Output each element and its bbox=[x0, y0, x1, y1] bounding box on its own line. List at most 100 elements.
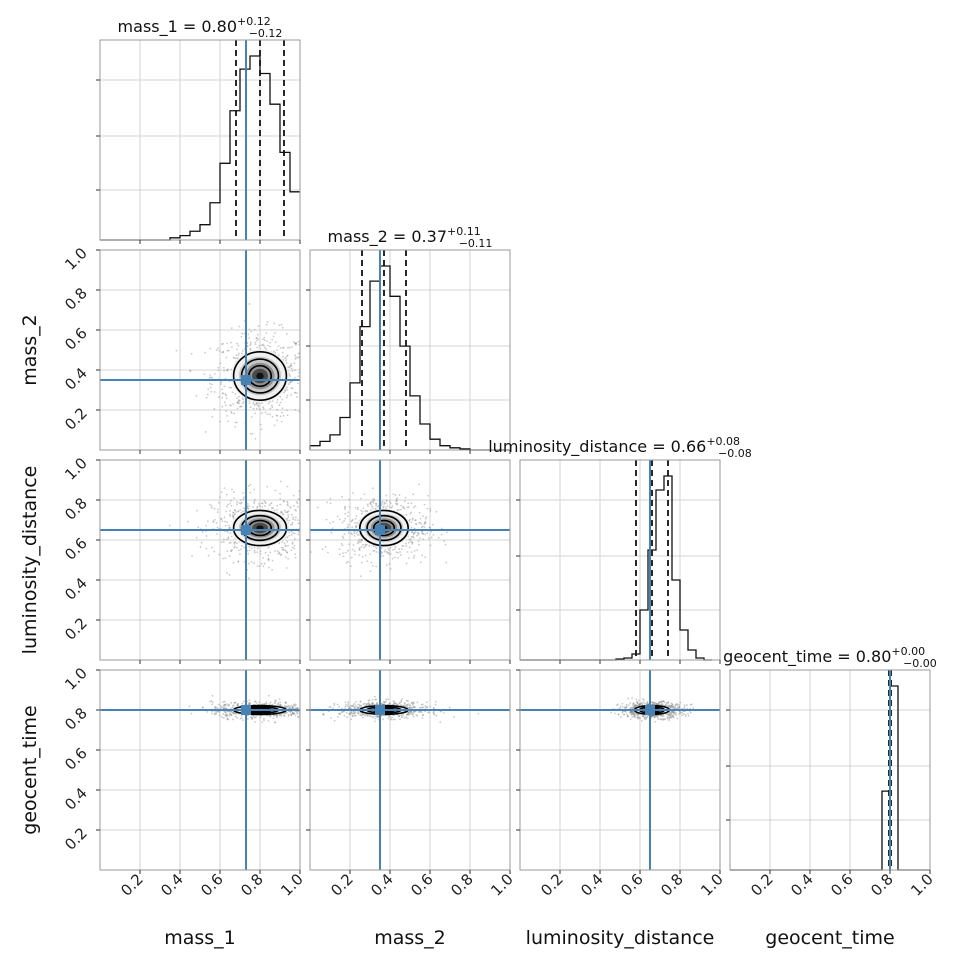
sample-point bbox=[421, 515, 424, 518]
sample-point bbox=[324, 419, 326, 421]
sample-point bbox=[341, 535, 344, 538]
sample-point bbox=[623, 706, 626, 709]
sample-point bbox=[225, 714, 228, 717]
sample-point bbox=[290, 364, 293, 367]
sample-point bbox=[391, 505, 394, 507]
sample-point bbox=[241, 332, 243, 335]
sample-point bbox=[670, 704, 673, 707]
sample-point bbox=[636, 701, 638, 704]
sample-point bbox=[241, 397, 244, 399]
sample-point bbox=[346, 716, 349, 718]
sample-point bbox=[387, 717, 390, 720]
sample-point bbox=[635, 704, 638, 707]
sample-point bbox=[226, 369, 229, 372]
sample-point bbox=[383, 550, 386, 553]
sample-point bbox=[673, 710, 675, 713]
sample-point bbox=[402, 506, 405, 509]
sample-point bbox=[366, 503, 369, 506]
sample-point bbox=[630, 711, 632, 714]
sample-point bbox=[226, 521, 229, 524]
sample-point bbox=[369, 502, 372, 504]
sample-point bbox=[286, 409, 288, 412]
sample-point bbox=[678, 707, 680, 709]
sample-point bbox=[236, 421, 238, 424]
sample-point bbox=[267, 344, 269, 347]
sample-point bbox=[672, 710, 674, 713]
sample-point bbox=[382, 506, 384, 509]
sample-point bbox=[211, 376, 214, 379]
sample-point bbox=[412, 703, 414, 706]
sample-point bbox=[297, 382, 299, 385]
sample-point bbox=[365, 543, 368, 546]
sample-point bbox=[254, 700, 257, 703]
sample-point bbox=[222, 351, 225, 353]
sample-point bbox=[397, 715, 400, 718]
sample-point bbox=[266, 321, 269, 324]
sample-point bbox=[678, 706, 681, 709]
sample-point bbox=[224, 404, 227, 407]
sample-point bbox=[281, 351, 284, 354]
sample-point bbox=[295, 704, 297, 706]
y-axis-label: geocent_time bbox=[19, 705, 41, 834]
sample-point bbox=[351, 715, 354, 717]
y-tick-label: 1.0 bbox=[61, 454, 91, 484]
sample-point bbox=[387, 547, 390, 550]
sample-point bbox=[307, 711, 309, 713]
sample-point bbox=[265, 323, 268, 326]
sample-point bbox=[262, 344, 265, 347]
sample-point bbox=[191, 555, 193, 557]
sample-point bbox=[293, 505, 295, 507]
sample-point bbox=[432, 707, 435, 709]
sample-point bbox=[294, 714, 297, 717]
sample-point bbox=[353, 530, 356, 533]
sample-point bbox=[312, 514, 314, 516]
sample-point bbox=[397, 551, 400, 554]
sample-point bbox=[242, 496, 245, 499]
sample-point bbox=[354, 517, 357, 520]
sample-point bbox=[287, 715, 290, 717]
sample-point bbox=[227, 368, 229, 371]
sample-point bbox=[400, 508, 402, 511]
sample-point bbox=[375, 547, 378, 550]
sample-point bbox=[650, 715, 653, 718]
sample-point bbox=[383, 701, 386, 704]
sample-point bbox=[631, 711, 634, 714]
sample-point bbox=[290, 533, 293, 536]
sample-point bbox=[242, 507, 245, 510]
sample-point bbox=[403, 702, 406, 704]
sample-point bbox=[276, 349, 278, 352]
sample-point bbox=[284, 544, 287, 547]
sample-point bbox=[685, 704, 688, 707]
sample-point bbox=[619, 705, 622, 708]
sample-point bbox=[350, 704, 352, 707]
sample-point bbox=[239, 509, 242, 511]
sample-point bbox=[289, 507, 292, 509]
sample-point bbox=[395, 551, 398, 554]
sample-point bbox=[294, 369, 296, 372]
sample-point bbox=[279, 401, 282, 404]
sample-point bbox=[247, 702, 250, 704]
sample-point bbox=[352, 492, 354, 494]
sample-point bbox=[633, 713, 636, 716]
sample-point bbox=[224, 393, 227, 396]
sample-point bbox=[411, 713, 414, 716]
sample-point bbox=[269, 503, 272, 505]
sample-point bbox=[246, 345, 249, 348]
sample-point bbox=[368, 715, 371, 717]
sample-point bbox=[405, 699, 408, 702]
sample-point bbox=[413, 532, 415, 534]
sample-point bbox=[255, 716, 257, 718]
sample-point bbox=[631, 696, 633, 699]
sample-point bbox=[414, 706, 417, 709]
sample-point bbox=[322, 713, 325, 716]
sample-point bbox=[683, 704, 686, 707]
sample-point bbox=[291, 707, 294, 710]
sample-point bbox=[667, 701, 670, 704]
sample-point bbox=[234, 513, 236, 516]
panel-title: mass_1 = 0.80+0.12 −0.12 bbox=[118, 15, 283, 40]
sample-point bbox=[400, 699, 403, 702]
sample-point bbox=[416, 532, 419, 534]
sample-point bbox=[297, 715, 299, 718]
sample-point bbox=[440, 527, 443, 530]
sample-point bbox=[195, 536, 198, 539]
